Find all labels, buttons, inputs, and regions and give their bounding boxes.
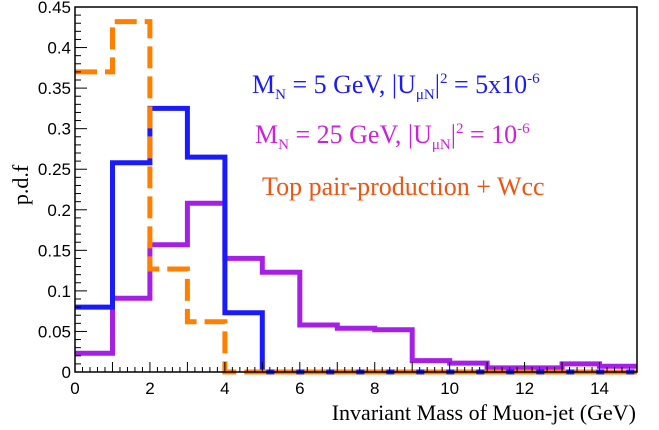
x-tick-label: 0 — [70, 379, 79, 398]
legend-entry-mn5: MN = 5 GeV, |UμN|2 = 5x10-6 — [252, 70, 540, 103]
y-tick-label: 0.15 — [38, 241, 71, 260]
legend-text-part: 2 — [440, 71, 448, 87]
x-tick-label: 2 — [145, 379, 154, 398]
legend-text-part: = 5x10 — [447, 70, 527, 99]
x-tick-label: 12 — [515, 379, 534, 398]
y-tick-label: 0.35 — [38, 79, 71, 98]
legend-text-part: = 25 GeV, |U — [289, 120, 432, 149]
y-tick-label: 0.25 — [38, 160, 71, 179]
x-tick-label: 6 — [295, 379, 304, 398]
legend-text-part: 2 — [456, 121, 464, 137]
x-tick-label: 14 — [590, 379, 609, 398]
legend: MN = 5 GeV, |UμN|2 = 5x10-6 MN = 25 GeV,… — [252, 70, 545, 201]
axes-layer — [74, 6, 638, 373]
y-tick-label: 0 — [62, 363, 71, 382]
y-tick-label: 0.3 — [47, 120, 71, 139]
x-tick-label: 4 — [220, 379, 229, 398]
series-line-1 — [75, 200, 637, 371]
plot-frame — [74, 6, 638, 373]
legend-text-part: -6 — [517, 121, 530, 137]
legend-text-part: = 10 — [463, 120, 517, 149]
legend-entry-background: Top pair-production + Wcc — [262, 172, 545, 201]
legend-text-part: M — [255, 120, 278, 149]
y-tick-label: 0.05 — [38, 322, 71, 341]
legend-text-part: μN — [416, 87, 435, 103]
ticks-layer: 0 2 4 6 8 10 12 14 0 0.05 0.1 0.15 0.2 0.25 0.3 0.35 0.4… — [38, 0, 638, 398]
legend-entry-mn25: MN = 25 GeV, |UμN|2 = 10-6 — [255, 120, 530, 153]
legend-text-part: N — [278, 137, 289, 153]
legend-text-part: = 5 GeV, |U — [286, 70, 416, 99]
x-axis-title: Invariant Mass of Muon-jet (GeV) — [332, 400, 636, 425]
legend-text-part: μN — [432, 137, 451, 153]
y-tick-label: 0.45 — [38, 0, 71, 17]
y-tick-label: 0.1 — [47, 282, 71, 301]
x-tick-label: 8 — [370, 379, 379, 398]
y-axis-title: p.d.f — [8, 164, 33, 205]
legend-text-part: M — [252, 70, 275, 99]
legend-text-part: | — [435, 70, 440, 99]
y-tick-label: 0.2 — [47, 201, 71, 220]
legend-text-part: N — [275, 87, 286, 103]
legend-text-part: -6 — [527, 71, 540, 87]
y-tick-label: 0.4 — [47, 39, 71, 58]
legend-text-part: | — [451, 120, 456, 149]
x-tick-label: 10 — [440, 379, 459, 398]
